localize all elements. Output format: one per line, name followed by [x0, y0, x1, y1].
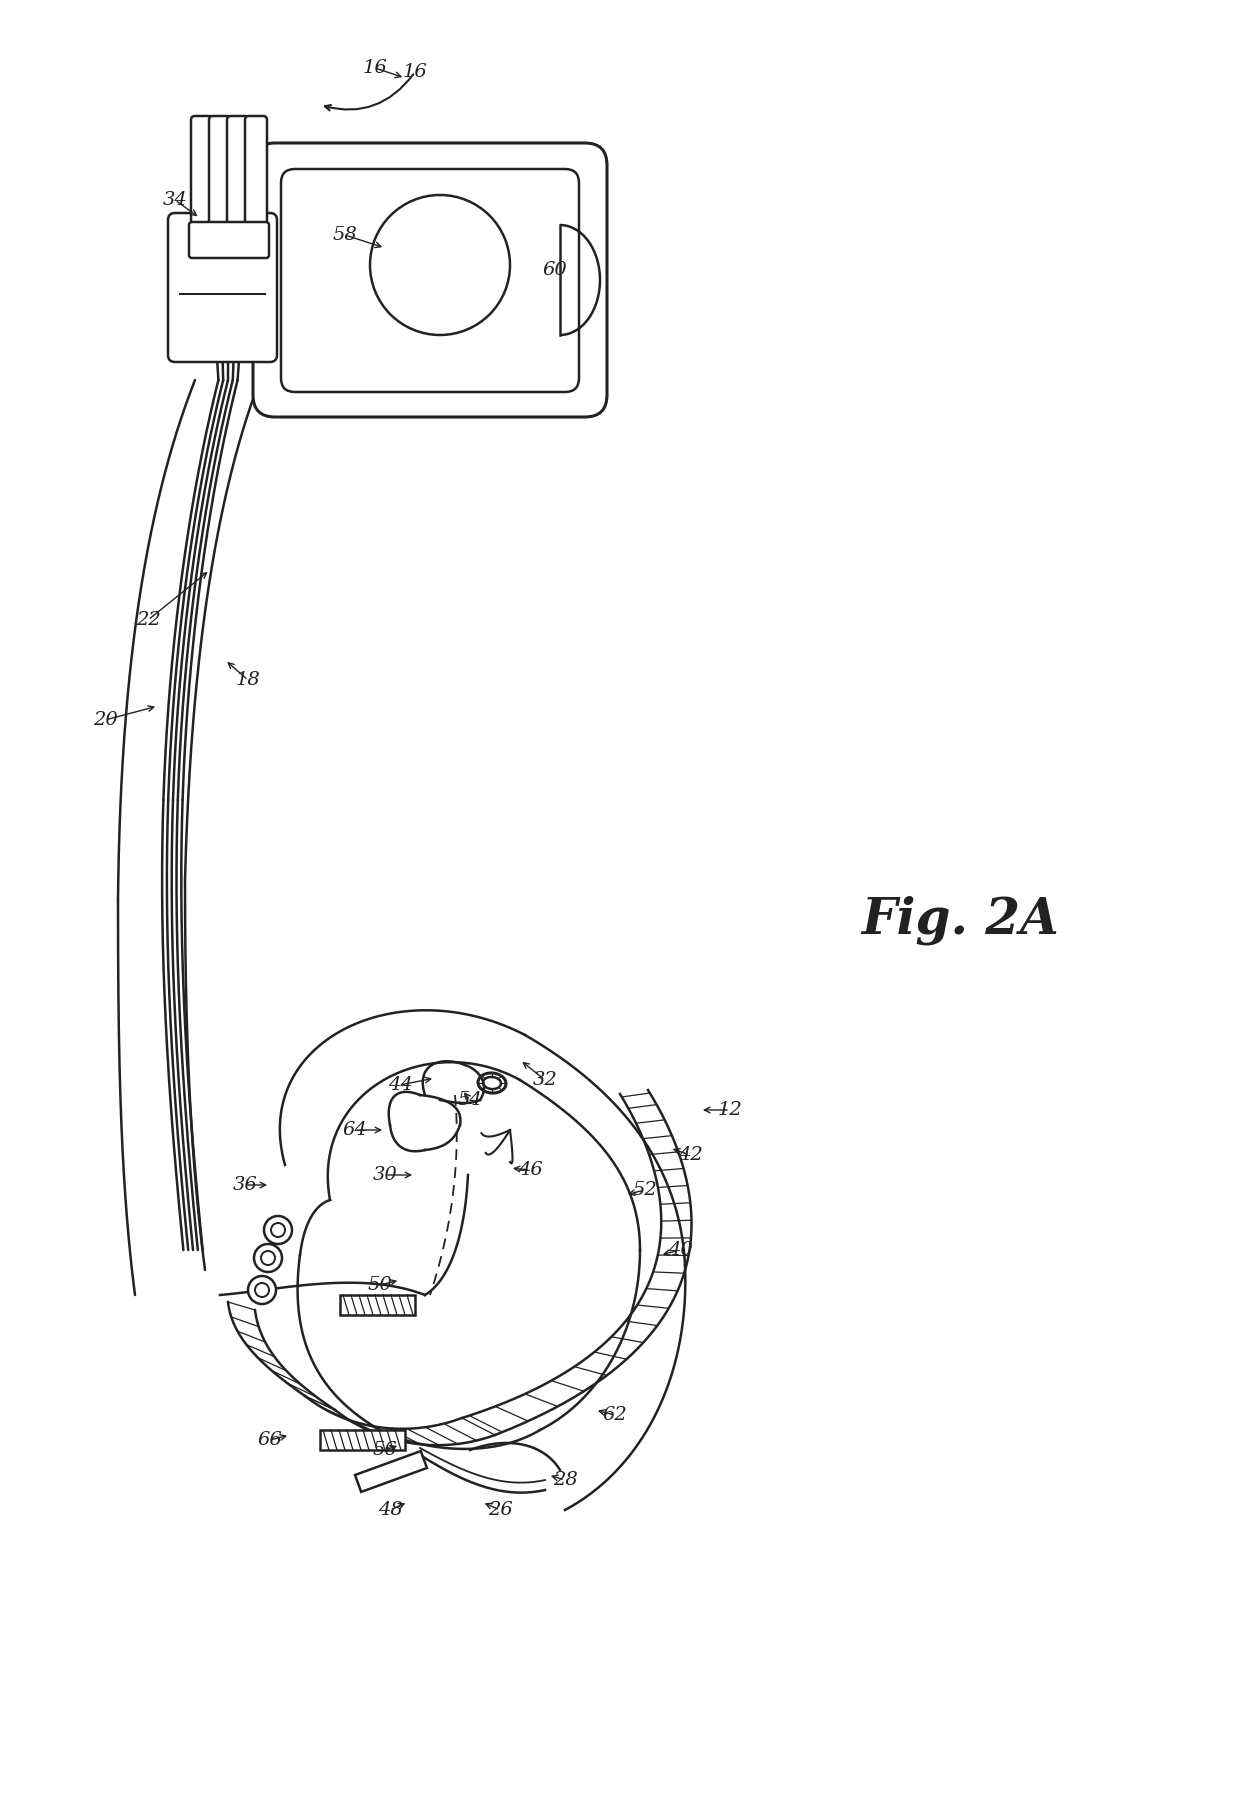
FancyBboxPatch shape [281, 169, 579, 391]
Bar [320, 1431, 405, 1450]
Text: 52: 52 [632, 1181, 657, 1199]
Text: 36: 36 [233, 1176, 258, 1194]
FancyBboxPatch shape [210, 117, 231, 224]
Text: 26: 26 [487, 1501, 512, 1519]
Circle shape [248, 1276, 277, 1303]
Text: 34: 34 [162, 190, 187, 208]
Text: 46: 46 [517, 1161, 542, 1179]
Text: 54: 54 [458, 1091, 482, 1109]
FancyBboxPatch shape [191, 117, 213, 224]
Text: 22: 22 [135, 610, 160, 628]
Text: 28: 28 [553, 1470, 578, 1490]
Text: 16: 16 [362, 59, 387, 77]
Text: 32: 32 [533, 1072, 557, 1090]
Text: 42: 42 [677, 1145, 702, 1163]
Text: 12: 12 [718, 1100, 743, 1118]
Circle shape [254, 1244, 281, 1273]
Circle shape [264, 1215, 291, 1244]
FancyBboxPatch shape [253, 144, 608, 416]
Text: 44: 44 [388, 1075, 413, 1093]
Bar [355, 1450, 427, 1492]
FancyBboxPatch shape [167, 214, 277, 363]
Circle shape [260, 1251, 275, 1265]
Text: 16: 16 [403, 63, 428, 81]
Text: Fig. 2A: Fig. 2A [861, 896, 1059, 944]
Text: 40: 40 [667, 1240, 692, 1258]
FancyBboxPatch shape [227, 117, 249, 224]
Text: 20: 20 [93, 711, 118, 729]
FancyBboxPatch shape [188, 223, 269, 258]
Text: 64: 64 [342, 1122, 367, 1140]
FancyBboxPatch shape [246, 117, 267, 224]
Circle shape [272, 1222, 285, 1237]
Text: 58: 58 [332, 226, 357, 244]
Text: 18: 18 [236, 671, 260, 689]
Text: 56: 56 [373, 1441, 397, 1459]
Bar [340, 1294, 415, 1316]
Text: 62: 62 [603, 1405, 627, 1423]
Text: 48: 48 [378, 1501, 402, 1519]
Circle shape [370, 196, 510, 336]
Text: 66: 66 [258, 1431, 283, 1449]
Text: 30: 30 [373, 1167, 397, 1185]
Text: 60: 60 [543, 260, 568, 278]
Text: 50: 50 [367, 1276, 392, 1294]
Circle shape [255, 1283, 269, 1298]
